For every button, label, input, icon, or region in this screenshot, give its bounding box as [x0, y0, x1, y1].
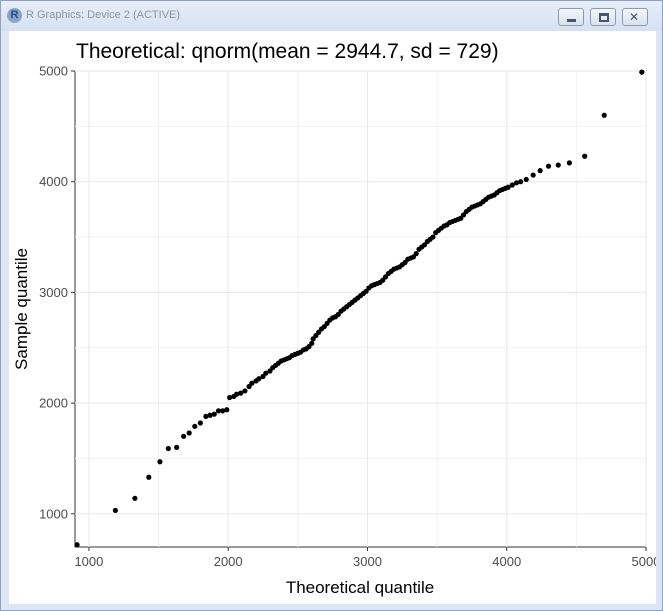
- y-tick-label: 4000: [39, 174, 68, 189]
- x-axis: 1000 2000 3000 4000 5000: [74, 547, 660, 569]
- data-point: [132, 495, 138, 501]
- y-axis: 1000 2000 3000 4000 5000: [39, 64, 75, 521]
- data-point: [203, 413, 209, 419]
- data-point: [146, 474, 152, 480]
- data-point: [505, 184, 511, 190]
- y-tick-label: 5000: [39, 64, 68, 79]
- data-point: [211, 411, 217, 417]
- y-tick-label: 2000: [39, 396, 68, 411]
- data-point: [242, 388, 248, 394]
- maximize-icon: [599, 13, 609, 22]
- data-point: [233, 391, 240, 397]
- data-point: [165, 445, 171, 452]
- data-point: [249, 380, 255, 386]
- data-point: [112, 507, 118, 514]
- data-point: [430, 234, 436, 240]
- qq-plot: Theoretical: qnorm(mean = 2944.7, sd = 7…: [12, 40, 660, 597]
- data-point: [74, 542, 80, 548]
- data-point: [537, 168, 543, 174]
- data-point: [197, 420, 203, 426]
- data-point: [220, 408, 226, 414]
- data-point: [157, 459, 163, 465]
- data-point: [186, 430, 192, 436]
- y-tick-label: 3000: [39, 285, 68, 300]
- maximize-button[interactable]: [590, 8, 616, 26]
- plot-area: Theoretical: qnorm(mean = 2944.7, sd = 7…: [9, 31, 660, 604]
- grid-lines: [75, 70, 647, 547]
- data-point: [181, 433, 187, 439]
- y-tick-label: 1000: [39, 506, 68, 521]
- data-point: [224, 407, 230, 413]
- data-point: [238, 390, 244, 396]
- chart-title: Theoretical: qnorm(mean = 2944.7, sd = 7…: [76, 40, 499, 63]
- plot-panel: [74, 70, 647, 548]
- data-point: [256, 376, 262, 382]
- window-title: R Graphics: Device 2 (ACTIVE): [26, 9, 181, 21]
- data-point: [192, 423, 198, 429]
- data-point: [566, 160, 573, 166]
- data-point: [639, 69, 645, 75]
- data-point: [555, 162, 561, 168]
- data-points: [74, 69, 645, 548]
- minimize-button[interactable]: [558, 8, 584, 26]
- data-point: [413, 251, 419, 257]
- data-point: [601, 112, 607, 118]
- data-point: [215, 408, 222, 414]
- data-point: [545, 163, 552, 169]
- x-tick-label: 3000: [353, 554, 382, 569]
- data-point: [518, 179, 524, 185]
- x-tick-label: 2000: [214, 554, 243, 569]
- data-point: [263, 370, 269, 376]
- close-icon: ✕: [629, 10, 640, 24]
- data-point: [207, 412, 213, 418]
- close-button[interactable]: ✕: [622, 8, 648, 26]
- data-point: [513, 180, 520, 186]
- x-tick-label: 1000: [74, 554, 103, 569]
- y-axis-label: Sample quantile: [12, 248, 31, 370]
- minimize-icon: [567, 19, 576, 22]
- data-point: [509, 182, 515, 188]
- data-point: [530, 172, 536, 178]
- title-bar[interactable]: R R Graphics: Device 2 (ACTIVE) ✕: [1, 1, 662, 31]
- data-point: [174, 444, 180, 450]
- x-tick-label: 4000: [492, 554, 521, 569]
- data-point: [226, 394, 233, 401]
- data-point: [309, 340, 315, 346]
- x-axis-label: Theoretical quantile: [286, 578, 434, 597]
- x-tick-label: 5000: [632, 554, 656, 569]
- data-point: [523, 176, 529, 183]
- data-point: [582, 153, 588, 159]
- r-logo-icon: R: [7, 8, 22, 23]
